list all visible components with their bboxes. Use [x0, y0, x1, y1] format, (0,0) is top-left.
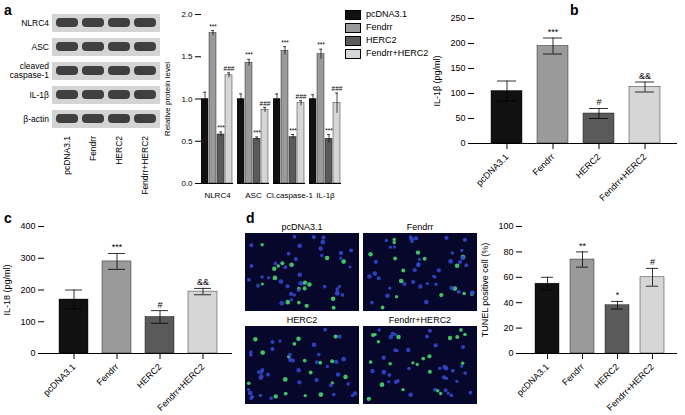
svg-text:300: 300: [20, 253, 35, 263]
svg-text:200: 200: [20, 285, 35, 295]
svg-text:***: ***: [209, 23, 217, 30]
svg-text:Fendrr+HERC2: Fendrr+HERC2: [155, 362, 206, 413]
svg-text:***: ***: [112, 242, 123, 252]
svg-text:20: 20: [503, 323, 513, 333]
svg-text:80: 80: [503, 247, 513, 257]
svg-text:Relative protein level: Relative protein level: [163, 62, 172, 136]
svg-text:pcDNA3.1: pcDNA3.1: [62, 136, 72, 175]
html-text:Fendrr: Fendrr: [406, 222, 434, 232]
svg-text:Fendrr+HERC2: Fendrr+HERC2: [597, 152, 648, 203]
svg-text:Fendrr: Fendrr: [88, 136, 98, 161]
svg-text:cleavedcaspase-1: cleavedcaspase-1: [10, 61, 49, 80]
svg-text:&&: &&: [197, 277, 209, 287]
html-text:pcDNA3.1: pcDNA3.1: [366, 9, 407, 19]
svg-text:1.0: 1.0: [181, 95, 193, 104]
svg-text:HERC2: HERC2: [592, 362, 621, 391]
svg-text:ASC: ASC: [32, 42, 49, 52]
svg-text:pcDNA3.1: pcDNA3.1: [41, 362, 77, 398]
svg-text:***: ***: [325, 127, 333, 134]
html-text:Fendrr+HERC2: Fendrr+HERC2: [366, 48, 429, 58]
svg-text:***: ***: [317, 41, 325, 48]
svg-text:Fendrr+HERC2: Fendrr+HERC2: [140, 136, 150, 195]
svg-text:150: 150: [450, 63, 465, 73]
svg-text:ASC: ASC: [245, 191, 262, 200]
svg-text:100: 100: [20, 317, 35, 327]
html-text:pcDNA3.1: pcDNA3.1: [281, 222, 323, 232]
svg-text:40: 40: [503, 298, 513, 308]
html-text:Fendrr: Fendrr: [366, 22, 393, 32]
html-text:HERC2: HERC2: [286, 315, 318, 325]
svg-text:###: ###: [332, 85, 343, 92]
svg-text:Fendrr: Fendrr: [531, 152, 557, 178]
svg-text:pcDNA3.1: pcDNA3.1: [515, 362, 551, 398]
svg-text:200: 200: [450, 38, 465, 48]
svg-text:IL-1β: IL-1β: [29, 90, 49, 100]
svg-text:HERC2: HERC2: [574, 152, 603, 181]
svg-text:0.5: 0.5: [181, 137, 193, 146]
svg-text:HERC2: HERC2: [114, 136, 124, 165]
svg-text:**: **: [579, 241, 587, 251]
svg-text:Fendrr+HERC2: Fendrr+HERC2: [605, 362, 656, 413]
svg-text:250: 250: [450, 13, 465, 23]
svg-text:###: ###: [224, 65, 235, 72]
html-text:HERC2: HERC2: [366, 35, 397, 45]
html-text:b: b: [570, 2, 579, 18]
svg-text:IL-1β (pg/ml): IL-1β (pg/ml): [432, 55, 442, 106]
html-text:c: c: [4, 210, 12, 226]
svg-text:***: ***: [253, 129, 261, 136]
svg-text:0: 0: [508, 348, 513, 358]
svg-text:100: 100: [498, 221, 513, 231]
svg-text:&&: &&: [639, 71, 651, 81]
svg-text:HERC2: HERC2: [135, 362, 164, 391]
svg-text:60: 60: [503, 272, 513, 282]
svg-text:100: 100: [450, 88, 465, 98]
svg-text:IL-18 (pg/ml): IL-18 (pg/ml): [2, 264, 12, 315]
svg-text:#: #: [596, 97, 601, 107]
svg-text:NLRC4: NLRC4: [204, 191, 231, 200]
svg-text:0.0: 0.0: [181, 179, 193, 188]
html-text:Fendrr+HERC2: Fendrr+HERC2: [388, 315, 452, 325]
svg-text:2.0: 2.0: [181, 10, 193, 19]
svg-text:NLRC4: NLRC4: [21, 18, 49, 28]
svg-text:0: 0: [460, 138, 465, 148]
svg-text:Cl.caspase-1: Cl.caspase-1: [266, 191, 313, 200]
svg-text:***: ***: [289, 127, 297, 134]
svg-text:***: ***: [548, 27, 559, 37]
svg-text:pcDNA3.1: pcDNA3.1: [474, 152, 510, 188]
svg-text:400: 400: [20, 221, 35, 231]
svg-text:Fendrr: Fendrr: [560, 362, 586, 388]
svg-text:50: 50: [455, 113, 465, 123]
svg-text:#: #: [650, 257, 655, 267]
svg-text:***: ***: [281, 39, 289, 46]
html-text:d: d: [246, 210, 255, 226]
svg-text:###: ###: [260, 100, 271, 107]
svg-text:***: ***: [245, 51, 253, 58]
svg-text:Fendrr: Fendrr: [95, 362, 121, 388]
html-text:a: a: [4, 2, 12, 18]
svg-text:###: ###: [296, 93, 307, 100]
svg-text:TUNEL positive cell (%): TUNEL positive cell (%): [480, 243, 490, 338]
svg-text:#: #: [157, 300, 162, 310]
svg-text:*: *: [616, 290, 620, 300]
svg-text:0: 0: [30, 348, 35, 358]
svg-text:***: ***: [217, 124, 225, 131]
svg-text:β-actin: β-actin: [23, 114, 49, 124]
svg-text:1.5: 1.5: [181, 52, 193, 61]
svg-text:IL-1β: IL-1β: [316, 191, 335, 200]
